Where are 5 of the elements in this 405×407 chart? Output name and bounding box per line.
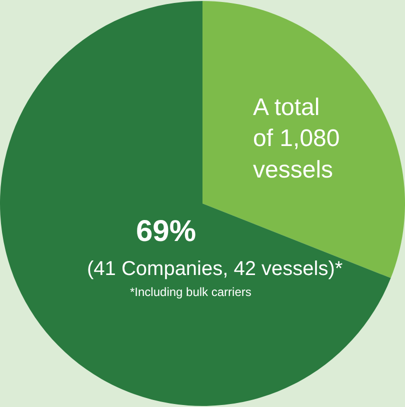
text: (41 Companies, 42 vessels)* bbox=[87, 258, 343, 280]
data-label: 69% bbox=[136, 215, 196, 248]
pie-slice bbox=[0, 1, 391, 406]
text: *Including bulk carriers bbox=[130, 285, 252, 299]
text: A total of 1,080 vessels bbox=[253, 94, 340, 184]
